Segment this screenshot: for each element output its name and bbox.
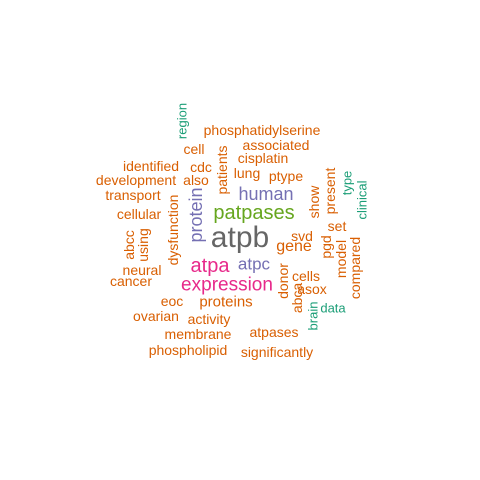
word-present: present — [322, 167, 338, 215]
word-also: also — [183, 172, 209, 188]
word-atpases: atpases — [249, 324, 299, 340]
word-patients: patients — [214, 145, 230, 195]
word-gene: gene — [276, 238, 312, 255]
word-region: region — [174, 102, 190, 140]
word-atpc: atpc — [237, 254, 271, 274]
word-set: set — [327, 218, 347, 234]
word-neural: neural — [122, 262, 162, 278]
word-abcc: abcc — [121, 230, 137, 260]
word-lung: lung — [233, 165, 261, 181]
word-type: type — [339, 170, 355, 196]
word-expression: expression — [181, 274, 273, 296]
word-compared: compared — [347, 236, 363, 300]
word-data: data — [320, 300, 346, 316]
word-protein: protein — [186, 187, 206, 243]
word-activity: activity — [187, 311, 231, 327]
word-pgd: pgd — [318, 235, 334, 259]
word-ptype: ptype — [268, 168, 304, 184]
word-patpases: patpases — [213, 202, 295, 224]
word-cdc: cdc — [190, 159, 212, 175]
word-atpa: atpa — [190, 255, 230, 277]
word-associated: associated — [242, 137, 310, 153]
word-show: show — [306, 185, 322, 219]
word-phosphatidylserine: phosphatidylserine — [203, 122, 321, 138]
word-asox: asox — [297, 281, 327, 297]
word-transport: transport — [105, 187, 161, 203]
word-cell: cell — [183, 141, 205, 157]
word-proteins: proteins — [199, 293, 253, 311]
word-using: using — [135, 228, 151, 262]
word-atpb: atpb — [210, 221, 270, 254]
word-cisplatin: cisplatin — [237, 150, 289, 166]
word-brain: brain — [305, 301, 321, 331]
word-significantly: significantly — [240, 344, 314, 360]
word-donor: donor — [275, 263, 291, 299]
word-model: model — [333, 239, 349, 279]
word-svd: svd — [291, 228, 313, 244]
word-phospholipid: phospholipid — [148, 342, 228, 358]
word-eoc: eoc — [160, 293, 184, 309]
word-identified: identified — [122, 158, 180, 174]
word-cancer: cancer — [109, 273, 153, 289]
word-human: human — [238, 184, 294, 204]
word-clinical: clinical — [354, 180, 370, 220]
word-dysfunction: dysfunction — [165, 194, 181, 266]
word-cellular: cellular — [116, 206, 162, 222]
word-ovarian: ovarian — [133, 308, 179, 324]
word-cells: cells — [291, 268, 321, 284]
word-membrane: membrane — [164, 326, 232, 342]
word-abca: abca — [289, 282, 305, 314]
word-development: development — [95, 172, 177, 188]
